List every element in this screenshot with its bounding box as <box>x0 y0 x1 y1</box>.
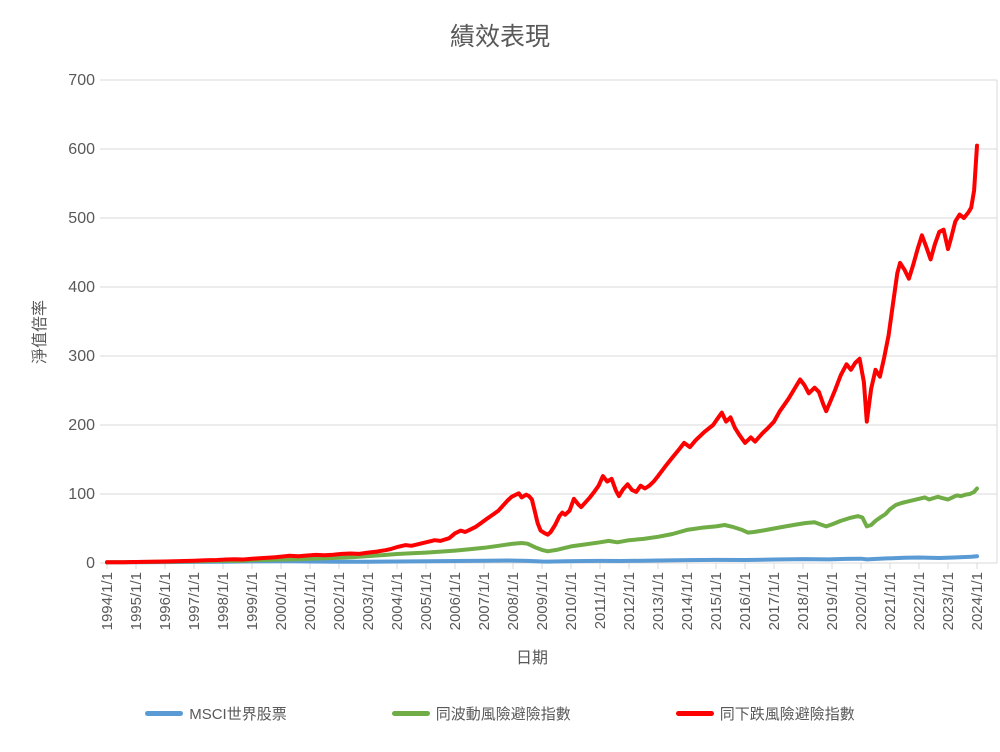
legend-label: MSCI世界股票 <box>189 706 287 723</box>
x-tick-label: 1996/1/1 <box>157 572 174 630</box>
legend-label: 同波動風險避險指數 <box>435 706 571 723</box>
y-tick-label: 400 <box>68 279 95 296</box>
legend-label: 同下跌風險避險指數 <box>719 706 855 723</box>
chart-title: 績效表現 <box>449 23 551 51</box>
series-line-0[interactable] <box>105 554 979 565</box>
x-tick-label: 1998/1/1 <box>215 572 232 630</box>
x-tick-label: 2019/1/1 <box>824 572 841 630</box>
x-tick-label: 2017/1/1 <box>766 572 783 630</box>
chart-legend: MSCI世界股票 同波動風險避險指數 同下跌風險避險指數 <box>0 703 1000 724</box>
x-tick-label: 2004/1/1 <box>389 572 406 630</box>
x-tick-label: 2023/1/1 <box>940 572 957 630</box>
plot-area: 0 100 200 300 400 500 600 700 1994/1/1 1995/1/1 19… <box>68 72 998 630</box>
x-tick-label: 2021/1/1 <box>882 572 899 630</box>
x-tick-label: 2002/1/1 <box>331 572 348 630</box>
x-tick-label: 2009/1/1 <box>534 572 551 630</box>
x-tick-label: 2014/1/1 <box>679 572 696 630</box>
legend-item-1[interactable]: 同波動風險避險指數 <box>391 703 571 724</box>
x-tick-label: 2018/1/1 <box>795 572 812 630</box>
x-tick-label: 2020/1/1 <box>853 572 870 630</box>
y-tick-label: 100 <box>68 486 95 503</box>
y-tick-label: 0 <box>86 555 95 572</box>
series-line-1[interactable] <box>105 486 979 565</box>
legend-swatch-icon <box>675 711 714 716</box>
x-tick-label: 2001/1/1 <box>302 572 319 630</box>
x-tick-label: 2007/1/1 <box>476 572 493 630</box>
x-tick-label: 1999/1/1 <box>244 572 261 630</box>
y-tick-label: 300 <box>68 348 95 365</box>
y-tick-label: 600 <box>68 141 95 158</box>
series-line-2[interactable] <box>105 143 979 565</box>
x-tick-label: 2008/1/1 <box>505 572 522 630</box>
x-tick-label: 2003/1/1 <box>360 572 377 630</box>
y-tick-label: 500 <box>68 210 95 227</box>
x-axis-title: 日期 <box>515 650 549 667</box>
x-tick-label: 2011/1/1 <box>592 572 609 629</box>
x-tick-label: 2005/1/1 <box>418 572 435 630</box>
x-tick-label: 2006/1/1 <box>447 572 464 630</box>
x-tick-label: 2022/1/1 <box>911 572 928 630</box>
legend-swatch-icon <box>391 711 430 716</box>
x-tick-label: 2015/1/1 <box>708 572 725 630</box>
x-tick-label: 2010/1/1 <box>563 572 580 630</box>
legend-swatch-icon <box>145 711 184 716</box>
x-tick-label: 1995/1/1 <box>128 572 145 630</box>
x-tick-label: 2013/1/1 <box>650 572 667 630</box>
x-tick-label: 2012/1/1 <box>621 572 638 630</box>
y-tick-label: 200 <box>68 417 95 434</box>
x-tick-label: 2024/1/1 <box>969 572 986 630</box>
legend-item-2[interactable]: 同下跌風險避險指數 <box>675 703 855 724</box>
legend-item-0[interactable]: MSCI世界股票 <box>145 703 287 724</box>
y-tick-label: 700 <box>68 72 95 89</box>
x-tick-label: 1997/1/1 <box>186 572 203 630</box>
x-tick-label: 2016/1/1 <box>737 572 754 630</box>
x-tick-label: 1994/1/1 <box>99 572 116 630</box>
x-tick-label: 2000/1/1 <box>273 572 290 630</box>
